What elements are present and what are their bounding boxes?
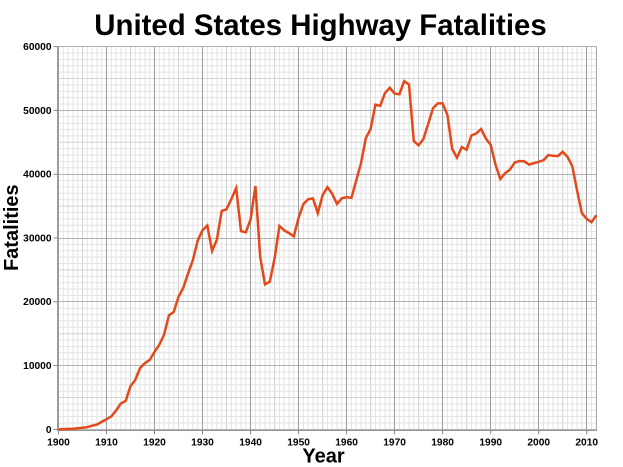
svg-text:Year: Year	[302, 445, 344, 467]
svg-text:1920: 1920	[143, 437, 166, 448]
svg-text:United States Highway Fataliti: United States Highway Fatalities	[94, 9, 546, 42]
svg-text:1960: 1960	[335, 437, 358, 448]
svg-text:1940: 1940	[239, 437, 262, 448]
svg-text:50000: 50000	[23, 106, 52, 117]
svg-text:1990: 1990	[479, 437, 502, 448]
svg-text:Fatalities: Fatalities	[1, 184, 23, 271]
svg-text:0: 0	[46, 425, 52, 436]
svg-text:1980: 1980	[431, 437, 454, 448]
svg-text:30000: 30000	[23, 233, 52, 244]
svg-text:1910: 1910	[95, 437, 118, 448]
svg-text:40000: 40000	[23, 170, 52, 181]
svg-text:2010: 2010	[575, 437, 598, 448]
svg-text:1950: 1950	[287, 437, 310, 448]
svg-text:2000: 2000	[527, 437, 550, 448]
svg-text:20000: 20000	[23, 297, 52, 308]
svg-text:10000: 10000	[23, 361, 52, 372]
svg-text:60000: 60000	[23, 42, 52, 53]
svg-text:1930: 1930	[191, 437, 214, 448]
svg-text:1900: 1900	[47, 437, 70, 448]
svg-text:1970: 1970	[383, 437, 406, 448]
